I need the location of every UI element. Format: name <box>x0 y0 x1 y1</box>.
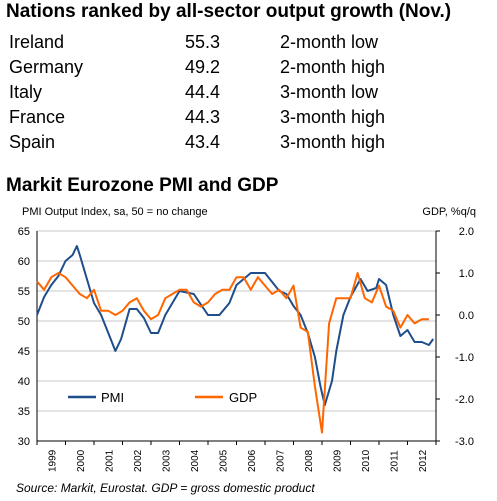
series-line-pmi <box>36 245 435 406</box>
x-tick-label: 2001 <box>104 449 115 472</box>
ranking-value: 44.3 <box>185 107 221 127</box>
right-tick-label: -2.0 <box>455 394 474 406</box>
rankings-table: Ireland 55.3 2-month low Germany 49.2 2-month… <box>9 30 409 155</box>
x-tick-label: 2009 <box>332 449 343 472</box>
x-tick-label: 2002 <box>133 449 144 472</box>
legend-label-pmi: PMI <box>101 390 124 405</box>
ranking-note: 3-month high <box>280 132 386 152</box>
x-tick-label: 2005 <box>218 449 229 472</box>
legend-label-gdp: GDP <box>229 390 257 405</box>
ranking-country: Ireland <box>9 32 65 52</box>
ranking-row: Italy 44.4 3-month low <box>9 80 409 105</box>
ranking-note: 3-month low <box>280 82 379 102</box>
ranking-row: Ireland 55.3 2-month low <box>9 30 409 55</box>
series-line-gdp <box>36 272 429 434</box>
x-tick-label: 2003 <box>161 449 172 472</box>
x-tick-label: 2011 <box>389 450 400 472</box>
ranking-row: Germany 49.2 2-month high <box>9 55 409 80</box>
ranking-country: Italy <box>9 82 43 102</box>
x-tick-label: 2012 <box>418 449 429 472</box>
source-note: Source: Markit, Eurostat. GDP = gross do… <box>16 481 315 495</box>
x-tick-label: 2006 <box>247 449 258 472</box>
right-tick-label: -1.0 <box>455 352 474 364</box>
x-tick-label: 1999 <box>47 449 58 472</box>
ranking-note: 2-month low <box>280 32 379 52</box>
left-tick-label: 40 <box>18 376 30 388</box>
left-axis-label: PMI Output Index, sa, 50 = no change <box>22 206 208 218</box>
x-tick-label: 2007 <box>275 449 286 472</box>
ranking-note: 3-month high <box>280 107 386 127</box>
x-tick-label: 2010 <box>361 449 372 472</box>
ranking-country: France <box>9 107 66 127</box>
ranking-value: 55.3 <box>185 32 221 52</box>
right-axis-label: GDP, %q/q <box>422 206 476 218</box>
chart-title: Markit Eurozone PMI and GDP <box>6 175 279 196</box>
right-tick-label: 1.0 <box>459 268 474 280</box>
pmi-gdp-chart: PMI Output Index, sa, 50 = no change GDP,… <box>18 206 476 472</box>
left-tick-label: 35 <box>18 406 30 418</box>
ranking-country: Spain <box>9 132 56 152</box>
left-tick-label: 55 <box>18 286 30 298</box>
ranking-country: Germany <box>9 57 84 77</box>
ranking-row: France 44.3 3-month high <box>9 105 409 130</box>
x-tick-label: 2004 <box>190 449 201 472</box>
ranking-value: 44.4 <box>185 82 221 102</box>
left-tick-label: 30 <box>18 436 30 448</box>
ranking-value: 43.4 <box>185 132 221 152</box>
ranking-note: 2-month high <box>280 57 386 77</box>
page-title: Nations ranked by all-sector output grow… <box>6 1 452 22</box>
x-tick-label: 2008 <box>304 449 315 472</box>
left-tick-label: 60 <box>18 256 30 268</box>
ranking-value: 49.2 <box>185 57 221 77</box>
left-tick-label: 50 <box>18 316 30 328</box>
right-tick-label: 2.0 <box>459 226 474 238</box>
right-tick-label: -3.0 <box>455 436 474 448</box>
ranking-row: Spain 43.4 3-month high <box>9 130 409 155</box>
x-tick-label: 2000 <box>76 449 87 472</box>
left-tick-label: 45 <box>18 346 30 358</box>
left-tick-label: 65 <box>18 226 30 238</box>
right-tick-label: 0.0 <box>459 310 474 322</box>
